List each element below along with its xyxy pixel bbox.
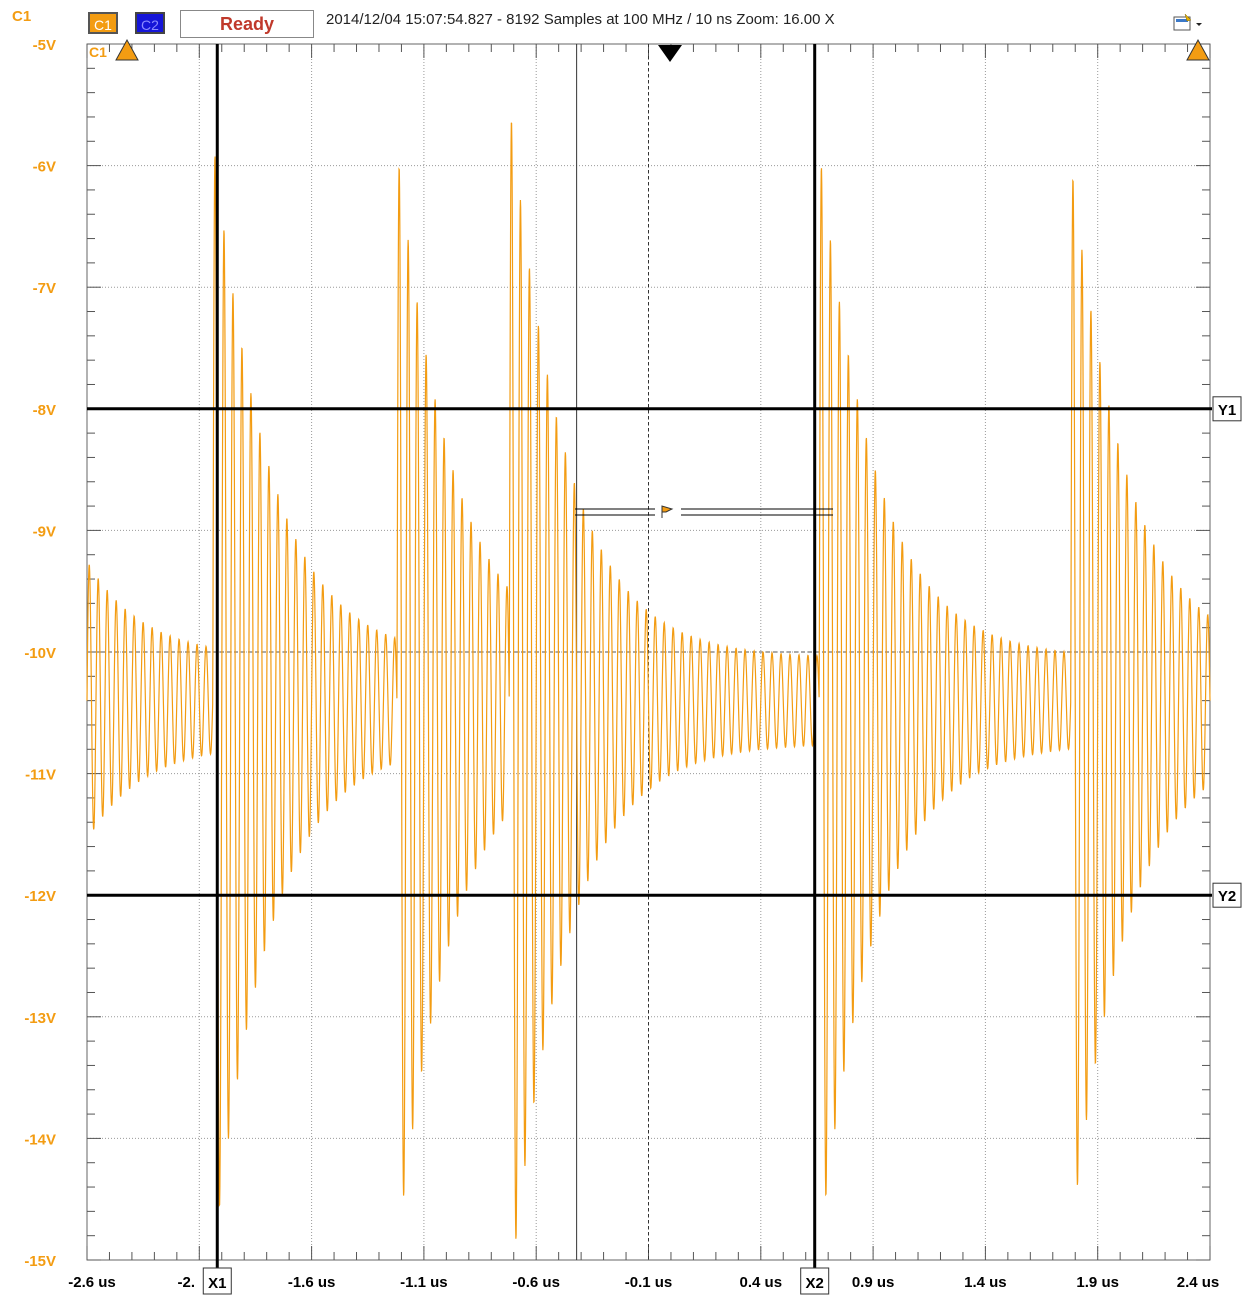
cursor-x1-label: X1	[208, 1275, 226, 1292]
channel-c1-button[interactable]: C1	[88, 12, 118, 34]
y-tick-label: -8V	[33, 402, 56, 419]
x-tick-label: 2.4 us	[1177, 1274, 1220, 1291]
y-tick-label: -15V	[24, 1253, 56, 1270]
cursor-x2-label: X2	[806, 1275, 824, 1292]
cursor-x2-handle[interactable]	[800, 1267, 830, 1295]
x-tick-label: 0.9 us	[852, 1274, 895, 1291]
y-tick-label: -11V	[25, 767, 56, 784]
y-tick-label: -5V	[33, 37, 56, 54]
x-tick-label: -0.1 us	[625, 1274, 673, 1291]
channel-marker-label: C1	[89, 44, 107, 60]
waveform-c1	[86, 122, 1211, 1239]
y-tick-label: -9V	[33, 523, 56, 540]
toolbar: C1 C1 C2 Ready 2014/12/04 15:07:54.827 -…	[0, 0, 1255, 44]
y-tick-label: -12V	[24, 888, 56, 905]
x-tick-label: -1.6 us	[288, 1274, 336, 1291]
x-tick-label: -2.	[177, 1274, 195, 1291]
x-tick-label: -1.1 us	[400, 1274, 448, 1291]
y-tick-label: -14V	[24, 1131, 56, 1148]
y-tick-label: -6V	[33, 159, 56, 176]
y-tick-label: -7V	[33, 280, 56, 297]
channel-c2-button[interactable]: C2	[135, 12, 165, 34]
acquisition-info: 2014/12/04 15:07:54.827 - 8192 Samples a…	[326, 11, 835, 28]
trigger-marker-icon[interactable]	[658, 45, 682, 62]
y-tick-label: -10V	[24, 645, 56, 662]
flag-icon[interactable]	[661, 505, 674, 518]
y-tick-label: -13V	[24, 1010, 56, 1027]
x-tick-label: -0.6 us	[512, 1274, 560, 1291]
x-tick-label: 0.4 us	[740, 1274, 783, 1291]
cursor-x1-handle[interactable]	[202, 1267, 232, 1295]
status-badge: Ready	[180, 10, 314, 38]
flag-icon-bg	[655, 504, 681, 520]
cursor-y2-label: Y2	[1218, 888, 1236, 905]
cursor-y1-handle[interactable]	[1212, 396, 1242, 422]
channel-marker-left[interactable]	[115, 38, 139, 61]
channel-label: C1	[12, 8, 32, 25]
x-tick-label: 1.4 us	[964, 1274, 1007, 1291]
channel-marker-right[interactable]	[1186, 38, 1210, 61]
x-tick-label: -2.6 us	[68, 1274, 116, 1291]
cursor-y2-handle[interactable]	[1212, 882, 1242, 908]
cursor-y1-label: Y1	[1218, 402, 1236, 419]
settings-dropdown-icon[interactable]	[1172, 12, 1206, 34]
x-tick-label: 1.9 us	[1076, 1274, 1119, 1291]
